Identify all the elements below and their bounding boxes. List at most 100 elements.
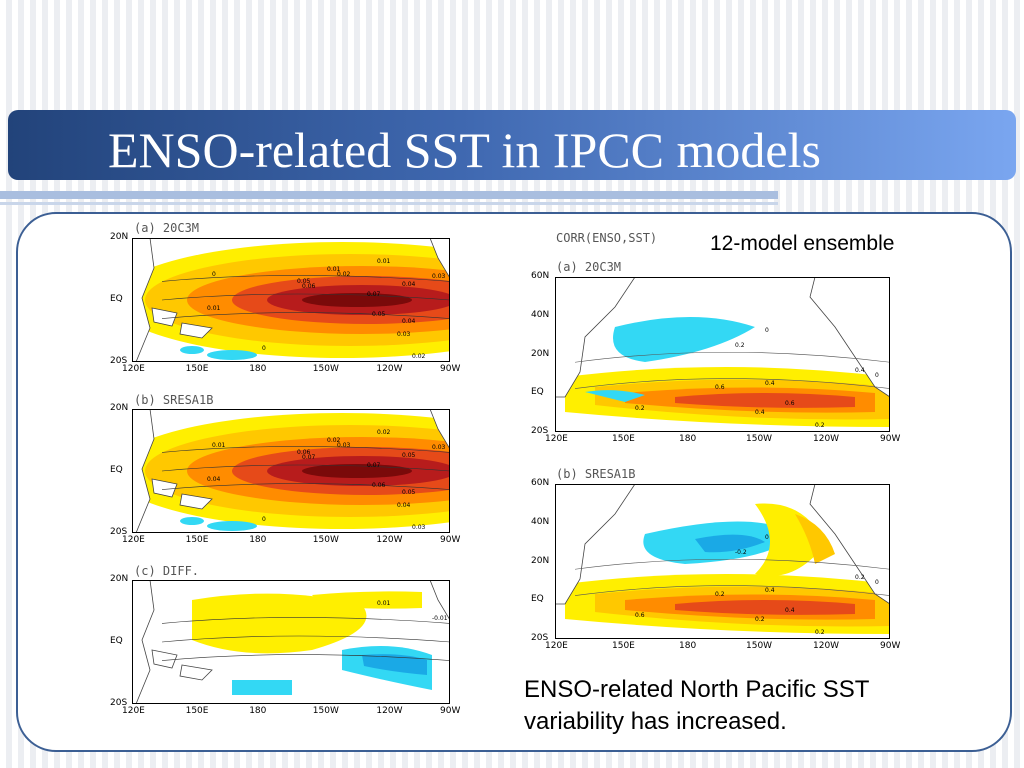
sst-map-left-1: 0.010.030.020.010.040.050.060.070.050.04… xyxy=(132,238,450,362)
lon-tick-label: 90W xyxy=(440,535,461,545)
lon-tick-label: 150W xyxy=(312,535,339,545)
lat-tick-label: 20S xyxy=(110,527,128,537)
contour-label: 0.03 xyxy=(412,524,426,531)
contour-label: 0 xyxy=(765,534,769,541)
panel-label: (b) SRESA1B xyxy=(556,467,636,481)
lat-tick-label: 40N xyxy=(531,516,550,527)
contour-label: 0.03 xyxy=(397,331,411,338)
contour-label: 0.6 xyxy=(715,384,725,391)
lon-tick-label: 180 xyxy=(249,535,267,545)
lat-tick-label: 20S xyxy=(531,633,549,643)
lat-tick-label: EQ xyxy=(110,294,123,304)
title-bar xyxy=(8,110,1016,180)
corr-map-right-1: 0 0.2 0.4 0.6 0.4 0.6 0.2 0.4 0.2 0 xyxy=(555,277,890,432)
contour-label: 0.6 xyxy=(635,612,645,619)
lon-tick-label: 150W xyxy=(312,364,339,374)
contour-label: 0.2 xyxy=(635,405,645,412)
lon-tick-label: 90W xyxy=(440,706,461,716)
contour-label: 0 xyxy=(875,579,879,586)
contour-label: 0 xyxy=(262,345,266,352)
lon-tick-label: 150E xyxy=(185,535,209,545)
note-line-1: ENSO-related North Pacific SST xyxy=(524,676,870,703)
contour-label: 0.04 xyxy=(402,281,416,288)
sst-map-left-2: 0.020.030.030.040.050.060.070.070.060.05… xyxy=(132,409,450,533)
contour-label: 0.01 xyxy=(377,258,391,265)
panel-label: (a) 20C3M xyxy=(134,221,200,235)
contour-label: 0.4 xyxy=(785,607,795,614)
contour-label: 0.02 xyxy=(412,353,426,360)
contour-label: 0 xyxy=(875,372,879,379)
contour-label: 0.2 xyxy=(855,574,865,581)
lat-tick-label: 20N xyxy=(110,403,129,413)
lat-tick-label: 20N xyxy=(531,555,550,566)
contour-label: 0 xyxy=(262,516,266,523)
contour-label: 0.02 xyxy=(337,271,351,278)
contour-label: 0.06 xyxy=(372,482,386,489)
lon-tick-label: 120W xyxy=(376,535,403,545)
contour-label: 0.01 xyxy=(207,305,221,312)
lon-tick-label: 180 xyxy=(249,364,267,374)
contour-label: 0.02 xyxy=(327,437,341,444)
ensemble-label: 12-model ensemble xyxy=(710,232,895,255)
lon-tick-label: 150E xyxy=(185,364,209,374)
lat-tick-label: 20N xyxy=(531,348,550,359)
contour-label: 0.05 xyxy=(402,452,416,459)
slide-title: ENSO-related SST in IPCC models xyxy=(108,122,821,178)
contour-label: 0.4 xyxy=(765,380,775,387)
lon-tick-label: 90W xyxy=(880,434,901,444)
right-figure-header: CORR(ENSO,SST) xyxy=(556,231,658,245)
lat-tick-label: EQ xyxy=(531,594,544,605)
contour-label: 0.4 xyxy=(755,409,765,416)
lon-tick-label: 120E xyxy=(122,535,145,545)
lat-tick-label: 20S xyxy=(531,426,549,436)
lon-tick-label: 150E xyxy=(612,641,635,651)
contour-label: 0.01 xyxy=(212,442,226,449)
contour-label: 0 xyxy=(212,271,216,278)
contour-label: 0.4 xyxy=(765,587,775,594)
lon-tick-label: 120W xyxy=(376,706,403,716)
panel-label: (a) 20C3M xyxy=(556,260,622,274)
lon-tick-label: 120E xyxy=(122,364,145,374)
contour-label: 0.04 xyxy=(402,318,416,325)
lon-tick-label: 120E xyxy=(545,641,568,651)
lat-tick-label: 40N xyxy=(531,309,550,320)
contour-label: 0.06 xyxy=(297,449,311,456)
contour-label: 0.06 xyxy=(302,283,316,290)
lat-tick-label: EQ xyxy=(531,387,544,398)
lat-tick-label: 20S xyxy=(110,698,128,708)
lat-tick-label: 60N xyxy=(531,478,550,488)
lat-tick-label: 60N xyxy=(531,271,550,281)
contour-label: 0.01 xyxy=(327,266,341,273)
lon-tick-label: 120W xyxy=(813,434,840,444)
contour-label: 0.6 xyxy=(785,400,795,407)
contour-label: 0.05 xyxy=(402,489,416,496)
contour-label: -0.01 xyxy=(432,615,448,622)
lon-tick-label: 150W xyxy=(746,641,773,651)
corr-map-right-2: 0 -0.2 0.2 0.2 0.4 0.4 0.6 0.2 0.2 0 xyxy=(555,484,890,639)
contour-label: 0.03 xyxy=(432,273,446,280)
lat-tick-label: EQ xyxy=(110,465,123,475)
lon-tick-label: 90W xyxy=(440,364,461,374)
contour-label: 0.04 xyxy=(207,476,221,483)
note-line-2: variability has increased. xyxy=(524,708,787,735)
lon-tick-label: 180 xyxy=(679,641,697,651)
contour-label: 0.03 xyxy=(432,444,446,451)
lon-tick-label: 180 xyxy=(679,434,697,444)
lat-tick-label: EQ xyxy=(110,636,123,646)
contour-label: 0.2 xyxy=(715,591,725,598)
panel-label: (c) DIFF. xyxy=(134,564,200,578)
lon-tick-label: 150W xyxy=(746,434,773,444)
title-underline xyxy=(0,191,778,199)
contour-label: 0.01 xyxy=(377,600,391,607)
lon-tick-label: 90W xyxy=(880,641,901,651)
contour-label: 0.07 xyxy=(367,462,381,469)
lon-tick-label: 150E xyxy=(612,434,635,444)
contour-label: 0.05 xyxy=(297,278,311,285)
contour-label: 0 xyxy=(765,327,769,334)
contour-label: 0.4 xyxy=(855,367,865,374)
contour-label: 0.2 xyxy=(815,422,825,429)
contour-label: 0.03 xyxy=(337,442,351,449)
contour-label: 0.2 xyxy=(815,629,825,636)
contour-label: 0.2 xyxy=(735,342,745,349)
lat-tick-label: 20N xyxy=(110,574,129,584)
